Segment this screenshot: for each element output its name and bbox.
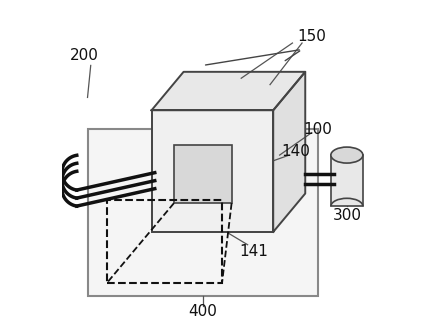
- Polygon shape: [151, 72, 305, 110]
- Text: 300: 300: [333, 208, 361, 224]
- Text: 200: 200: [70, 48, 99, 63]
- Text: 400: 400: [188, 305, 217, 319]
- Bar: [87, 130, 318, 296]
- Ellipse shape: [331, 147, 363, 163]
- Text: 141: 141: [240, 244, 269, 259]
- Bar: [331, 155, 363, 206]
- Bar: [174, 145, 232, 203]
- Polygon shape: [273, 72, 305, 232]
- Text: 100: 100: [304, 122, 333, 137]
- Bar: [107, 200, 222, 283]
- Bar: [151, 110, 273, 232]
- Text: 140: 140: [281, 144, 310, 159]
- Text: 150: 150: [297, 29, 326, 44]
